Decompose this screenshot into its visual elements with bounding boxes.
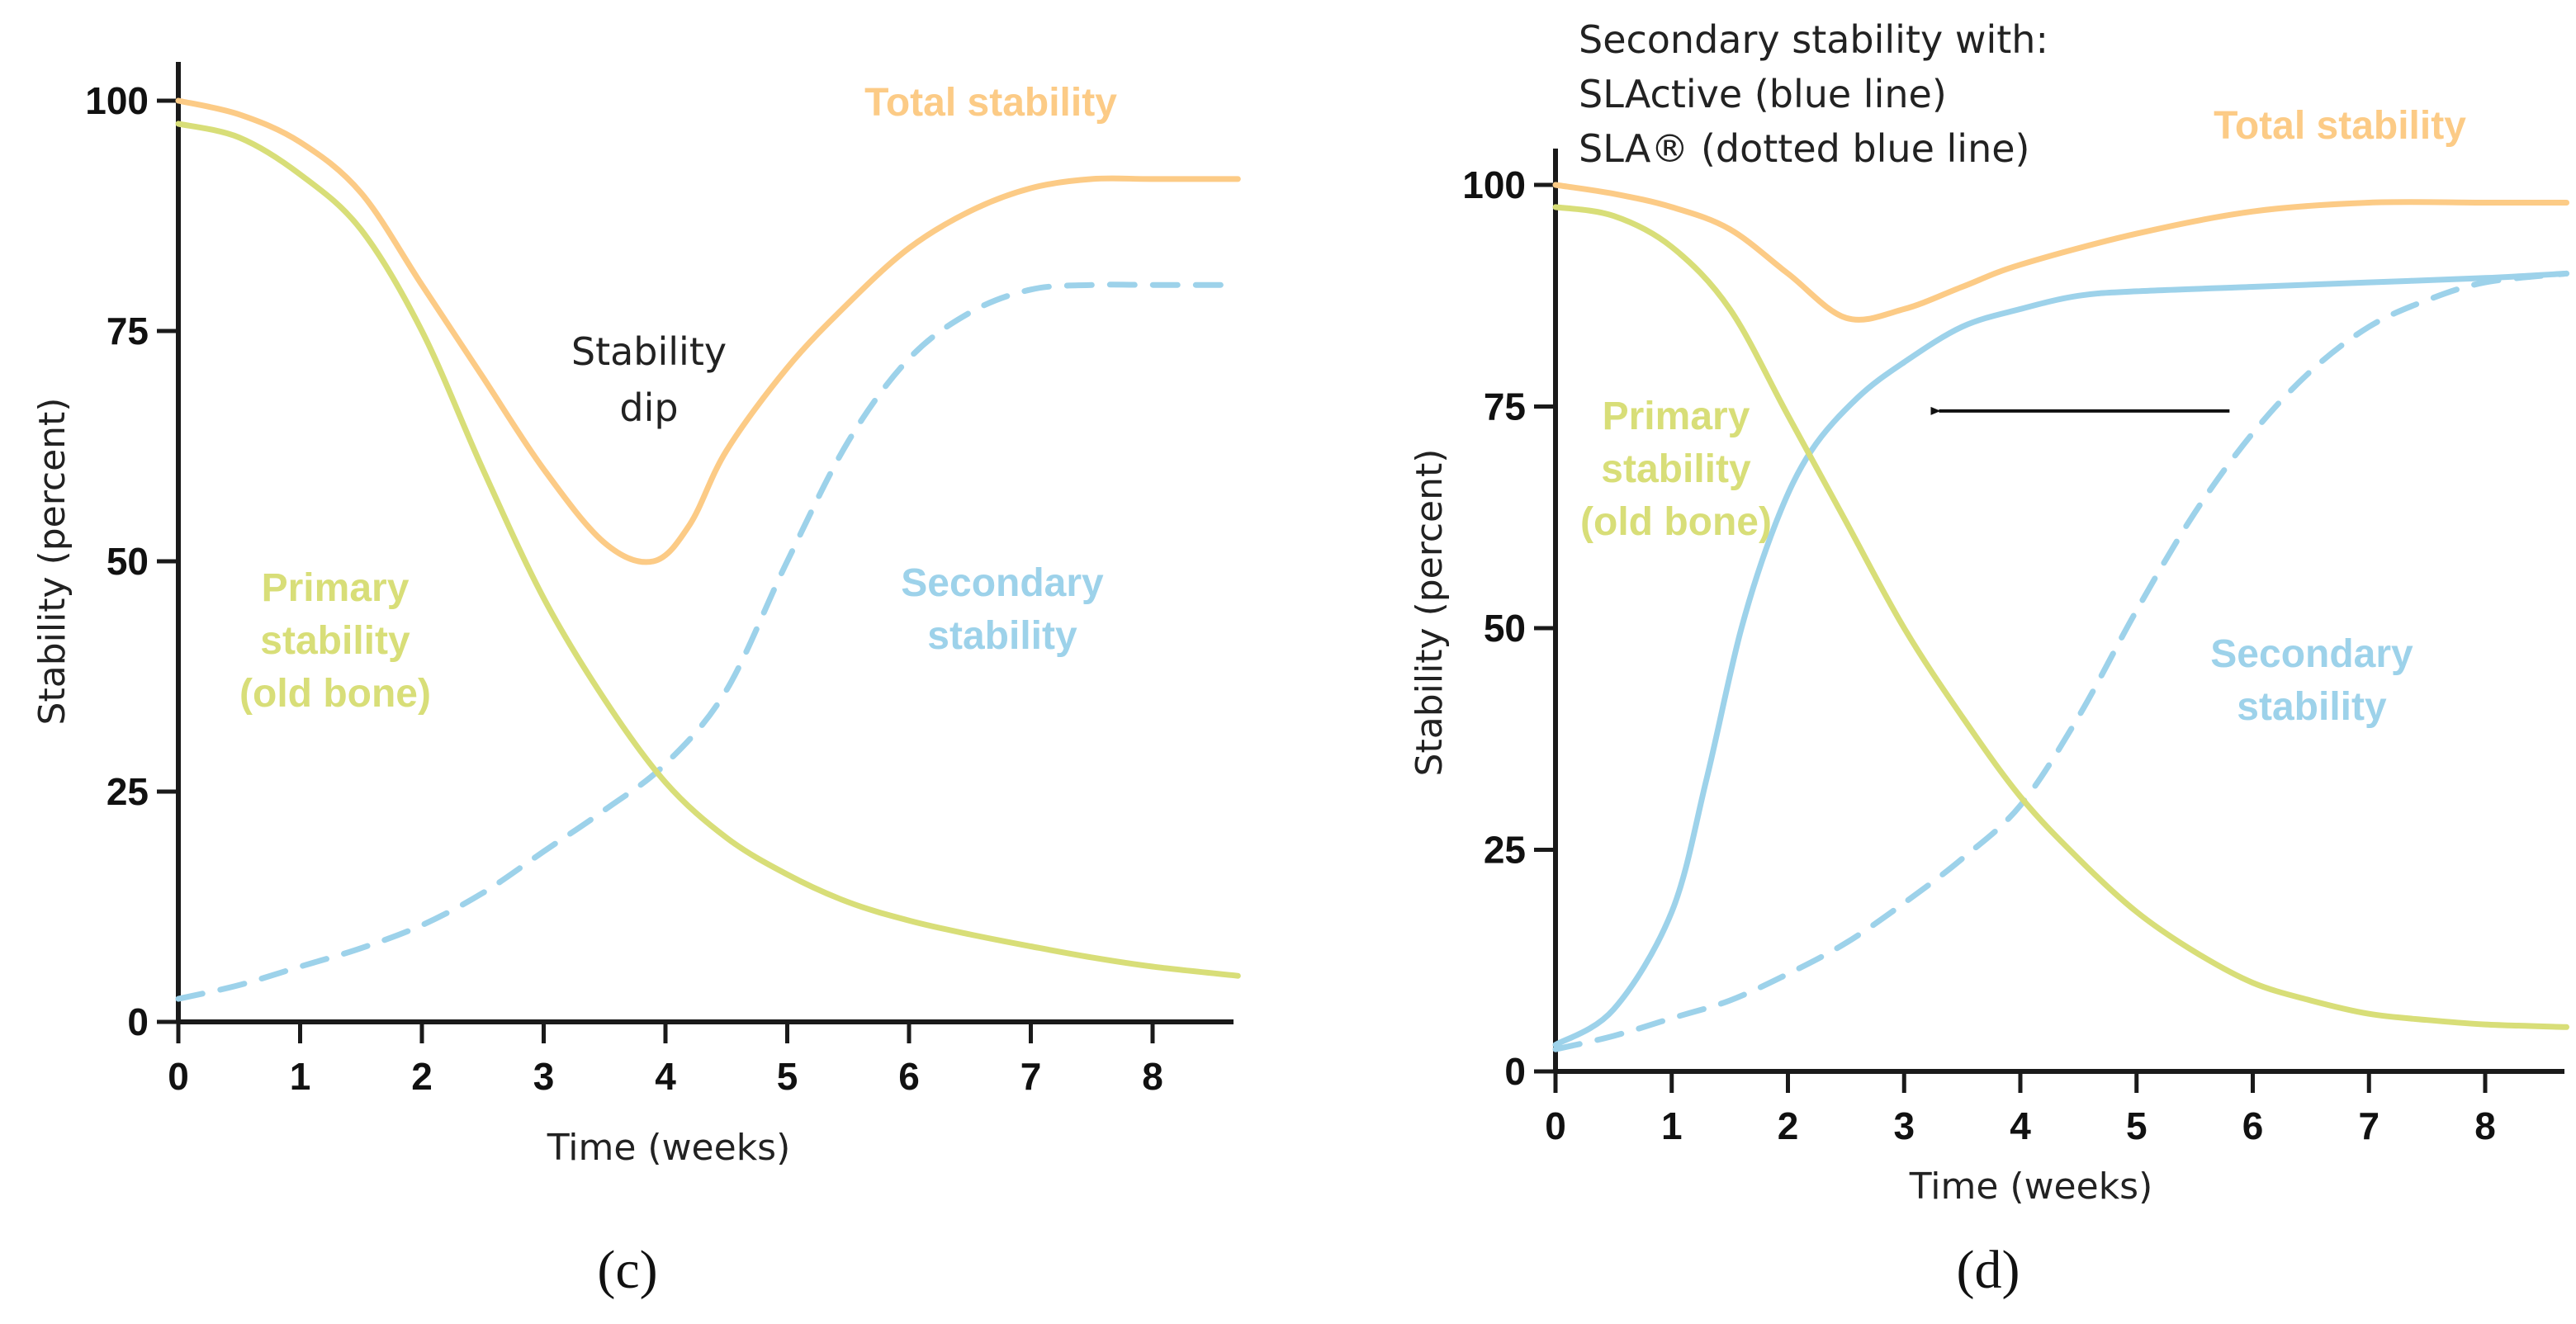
chart-panel-c: 0 25 50 75 100 0 1 2 3 4 5 6 7 8 Stability (percent) Ti… (31, 62, 1241, 1300)
y-axis-title: Stability (percent) (1409, 449, 1451, 777)
y-tick-label: 75 (107, 310, 149, 352)
series-label: Total stability (864, 81, 1117, 125)
series-label: stability (260, 619, 410, 663)
series-line-sla (1552, 270, 2569, 1052)
x-tick-label: 2 (411, 1055, 433, 1098)
x-tick-label: 0 (168, 1055, 189, 1098)
panel-title-line: SLA® (dotted blue line) (1579, 126, 2029, 171)
x-tick-label: 4 (655, 1055, 676, 1098)
panel-caption: (c) (597, 1240, 657, 1300)
y-tick-label: 25 (107, 770, 149, 813)
series-line-total-stability (175, 97, 1241, 565)
x-tick-label: 2 (1778, 1104, 1799, 1147)
x-tick-label: 7 (2358, 1104, 2379, 1147)
x-tick-label: 6 (2242, 1104, 2264, 1147)
x-axis-title: Time (weeks) (1909, 1166, 2153, 1208)
panel-title-line: SLActive (blue line) (1579, 72, 1947, 116)
panel-title-line: Secondary stability with: (1579, 17, 2048, 62)
stability-dip-annotation: dip (619, 385, 678, 430)
x-tick-label: 4 (2010, 1104, 2031, 1147)
chart-panel-d: 0 25 50 75 100 0 1 2 3 4 5 6 7 8 Stability (percent) Ti… (1409, 17, 2569, 1300)
x-tick-label: 8 (1142, 1055, 1163, 1098)
series-label: Secondary (2210, 632, 2413, 676)
series-label: stability (1601, 447, 1751, 491)
x-tick-label: 3 (1893, 1104, 1915, 1147)
y-tick-label: 100 (1462, 163, 1526, 206)
series-label: (old bone) (1580, 500, 1772, 544)
y-tick-label: 25 (1484, 829, 1526, 872)
x-tick-label: 5 (2126, 1104, 2147, 1147)
x-tick-label: 1 (1661, 1104, 1683, 1147)
series-line-slactive (1552, 270, 2569, 1048)
y-tick-label: 0 (1504, 1050, 1526, 1093)
series-label: Primary (262, 566, 410, 610)
x-tick-label: 6 (898, 1055, 920, 1098)
x-tick-label: 7 (1020, 1055, 1042, 1098)
panel-caption: (d) (1957, 1240, 2020, 1300)
series-line-secondary-stability (175, 281, 1241, 1002)
series-label: stability (2237, 685, 2387, 729)
x-tick-label: 1 (290, 1055, 311, 1098)
series-line-total-stability (1552, 182, 2569, 323)
series-label: stability (927, 614, 1077, 658)
y-tick-label: 50 (107, 540, 149, 583)
y-tick-label: 100 (85, 79, 149, 122)
series-label: Secondary (901, 561, 1104, 605)
series-label: Total stability (2214, 104, 2466, 148)
y-tick-label: 75 (1484, 385, 1526, 428)
series-line-primary-stability-old-bone- (1552, 204, 2569, 1030)
series-label: (old bone) (239, 672, 431, 716)
y-tick-label: 0 (127, 1000, 149, 1043)
x-tick-label: 0 (1545, 1104, 1566, 1147)
series-line-primary-stability-old-bone- (175, 121, 1241, 979)
x-tick-label: 8 (2474, 1104, 2496, 1147)
series-label: Primary (1603, 395, 1750, 438)
y-axis-title: Stability (percent) (31, 398, 73, 726)
stability-dip-annotation: Stability (571, 329, 727, 374)
x-axis-title: Time (weeks) (547, 1127, 791, 1169)
y-tick-label: 50 (1484, 607, 1526, 650)
x-tick-label: 3 (533, 1055, 555, 1098)
x-tick-label: 5 (777, 1055, 798, 1098)
